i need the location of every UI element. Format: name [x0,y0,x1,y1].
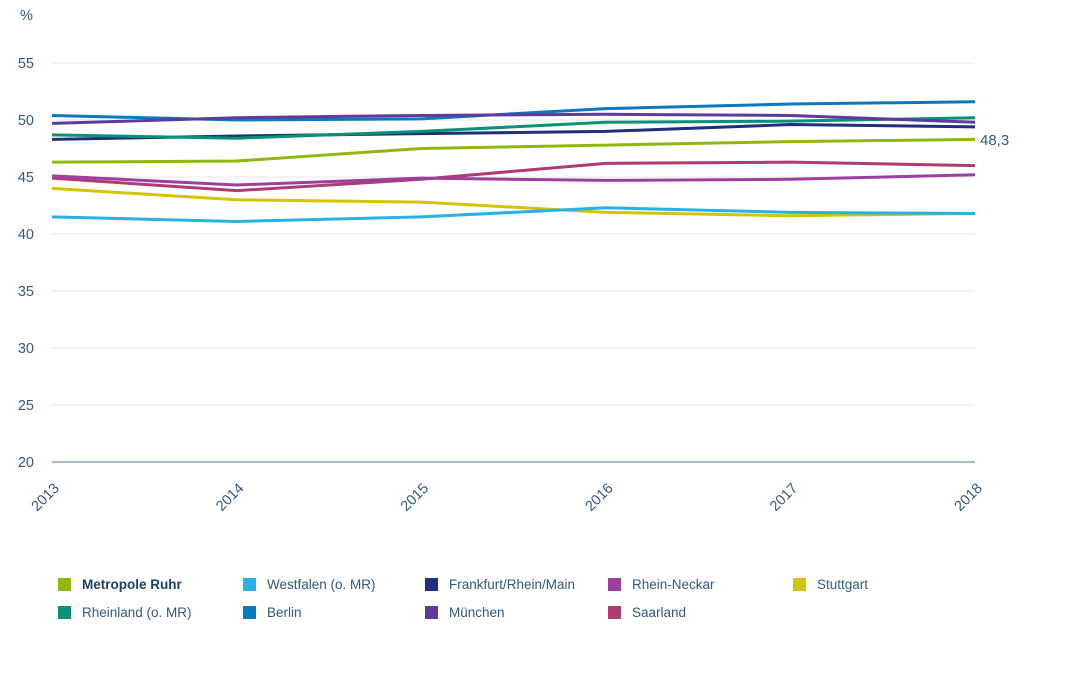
legend-item-frankfurt-rhein-main: Frankfurt/Rhein/Main [425,577,608,592]
chart-legend: Metropole Ruhr Westfalen (o. MR) Frankfurt… [58,577,868,620]
x-tick-label: 2017 [767,481,801,515]
series-line-rhein-neckar [51,173,976,187]
legend-swatch-berlin [243,606,256,619]
y-tick-label: 25 [18,398,34,414]
legend-item-stuttgart: Stuttgart [793,577,868,592]
legend-item-rhein-neckar: Rhein-Neckar [608,577,793,592]
y-tick-label: 35 [18,284,34,300]
y-tick-label: 20 [18,455,34,471]
x-tick-label: 2018 [952,481,986,515]
legend-item-saarland: Saarland [608,605,793,620]
legend-item-westfalen-o-mr: Westfalen (o. MR) [243,577,425,592]
x-tick-label: 2016 [582,481,616,515]
legend-swatch-saarland [608,606,621,619]
legend-swatch-metropole-ruhr [58,578,71,591]
legend-label-westfalen-o-mr: Westfalen (o. MR) [267,577,376,592]
legend-swatch-rhein-neckar [608,578,621,591]
series-line-m-nchen [51,112,976,125]
legend-item-m-nchen: München [425,605,608,620]
legend-label-rhein-neckar: Rhein-Neckar [632,577,715,592]
series-line-saarland [51,160,976,193]
legend-label-saarland: Saarland [632,605,687,620]
end-value-label: 48,3 [980,132,1009,149]
legend-label-rheinland-o-mr: Rheinland (o. MR) [82,605,192,620]
legend-swatch-westfalen-o-mr [243,578,256,591]
y-tick-label: 40 [18,227,34,243]
legend-label-m-nchen: München [449,605,505,620]
legend-item-berlin: Berlin [243,605,425,620]
y-tick-label: 50 [18,113,34,129]
x-tick-label: 2014 [213,481,247,515]
y-tick-label: 30 [18,341,34,357]
legend-label-berlin: Berlin [267,605,302,620]
legend-swatch-m-nchen [425,606,438,619]
legend-label-frankfurt-rhein-main: Frankfurt/Rhein/Main [449,577,576,592]
series-line-westfalen-o-mr [51,206,976,223]
series-line-rheinland-o-mr [51,116,976,140]
y-axis-unit-label: % [20,8,33,24]
series-line-metropole-ruhr [51,137,976,164]
legend-label-stuttgart: Stuttgart [817,577,869,592]
legend-swatch-frankfurt-rhein-main [425,578,438,591]
y-tick-label: 45 [18,170,34,186]
legend-swatch-stuttgart [793,578,806,591]
legend-item-rheinland-o-mr: Rheinland (o. MR) [58,605,243,620]
line-chart: 55 50 45 40 35 30 25 20 2013 2014 2015 2016 2017 2018… [18,56,1009,515]
y-tick-label: 55 [18,56,34,72]
legend-swatch-rheinland-o-mr [58,606,71,619]
x-tick-label: 2013 [29,481,63,515]
legend-label-metropole-ruhr: Metropole Ruhr [82,577,182,592]
legend-item-metropole-ruhr: Metropole Ruhr [58,577,243,592]
series-line-stuttgart [51,186,976,218]
x-tick-label: 2015 [398,481,432,515]
